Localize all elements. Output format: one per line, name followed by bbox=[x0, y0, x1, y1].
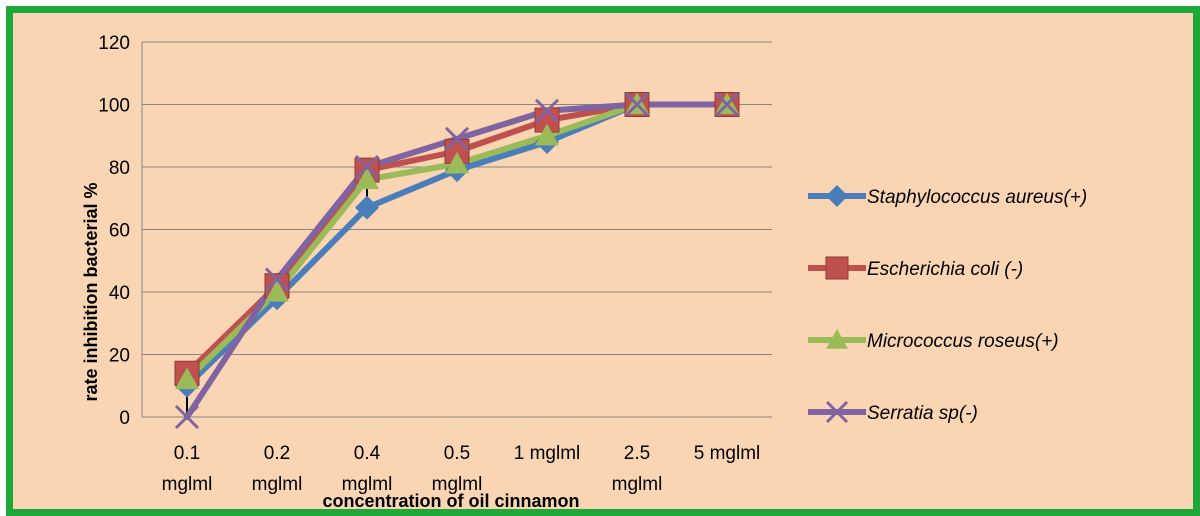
data-point bbox=[534, 98, 560, 123]
square-marker bbox=[825, 256, 849, 280]
x-tick-label: mglml bbox=[612, 474, 663, 495]
triangle-marker bbox=[445, 151, 469, 174]
y-tick-label: 60 bbox=[109, 221, 130, 242]
data-point bbox=[444, 126, 470, 151]
x-tick-label: 0.4 bbox=[354, 443, 381, 464]
x-tick-label: mglml bbox=[162, 474, 213, 495]
legend-label: Escherichia coli (-) bbox=[867, 259, 1023, 280]
data-point bbox=[264, 267, 290, 292]
data-point bbox=[174, 404, 200, 430]
x-tick-label: 0.1 bbox=[174, 443, 200, 464]
x-tick-label: 1 mglml bbox=[514, 443, 581, 464]
x-tick-label: 2.5 bbox=[624, 443, 650, 464]
y-tick-label: 0 bbox=[119, 408, 130, 429]
y-tick-label: 100 bbox=[98, 96, 130, 117]
x-tick-label: mglml bbox=[432, 474, 483, 495]
y-tick-label: 80 bbox=[109, 158, 130, 179]
y-axis-label: rate inhibition bacterial % bbox=[81, 182, 101, 401]
triangle-marker bbox=[355, 167, 379, 190]
diamond-marker bbox=[826, 185, 848, 207]
data-point bbox=[355, 167, 379, 190]
legend-label: Staphylococcus aureus(+) bbox=[867, 187, 1087, 208]
legend-label: Micrococcus roseus(+) bbox=[867, 331, 1059, 352]
legend: Staphylococcus aureus(+) Escherichia coli… bbox=[808, 185, 1087, 424]
triangle-marker bbox=[535, 123, 559, 146]
x-marker-stroke bbox=[534, 98, 560, 123]
x-tick-label: mglml bbox=[252, 474, 303, 495]
legend-item: Micrococcus roseus(+) bbox=[808, 329, 1059, 352]
x-marker-stroke bbox=[444, 126, 470, 151]
legend-label: Serratia sp(-) bbox=[867, 403, 978, 424]
data-point bbox=[535, 123, 559, 146]
x-tick-labels: 0.1 mglml 0.2 mglml 0.4 mglml 0.5 mglml 1 mglml 2… bbox=[162, 443, 761, 495]
data-point bbox=[175, 367, 199, 390]
y-tick-label: 20 bbox=[109, 346, 130, 367]
x-marker-stroke bbox=[624, 92, 650, 117]
x-tick-label: 0.2 bbox=[264, 443, 290, 464]
y-tick-label: 120 bbox=[98, 33, 130, 54]
data-point bbox=[355, 195, 379, 220]
diamond-marker bbox=[355, 195, 379, 220]
triangle-marker bbox=[175, 367, 199, 390]
series-markers bbox=[174, 92, 740, 430]
x-tick-label: 5 mglml bbox=[694, 443, 761, 464]
x-marker-stroke bbox=[714, 92, 740, 117]
x-marker-stroke bbox=[174, 404, 200, 430]
triangle-marker bbox=[826, 329, 848, 349]
x-marker-stroke bbox=[354, 154, 380, 180]
x-tick-label: mglml bbox=[342, 474, 393, 495]
data-point bbox=[265, 280, 289, 302]
data-point bbox=[714, 92, 740, 117]
y-tick-label: 40 bbox=[109, 283, 130, 304]
legend-item: Staphylococcus aureus(+) bbox=[808, 185, 1087, 208]
triangle-marker bbox=[265, 280, 289, 302]
x-tick-label: 0.5 bbox=[444, 443, 470, 464]
data-point bbox=[354, 154, 380, 180]
chart-frame bbox=[6, 6, 1200, 516]
legend-item: Escherichia coli (-) bbox=[808, 256, 1023, 280]
data-point bbox=[624, 92, 650, 117]
y-tick-labels: 0 20 40 60 80 100 120 bbox=[98, 33, 130, 429]
x-marker-stroke bbox=[264, 267, 290, 292]
data-point bbox=[445, 151, 469, 174]
x-axis-label: concentration of oil cinnamon bbox=[322, 491, 579, 511]
gridlines bbox=[141, 41, 772, 418]
x-marker-stroke bbox=[825, 400, 849, 424]
legend-item: Serratia sp(-) bbox=[808, 400, 978, 424]
